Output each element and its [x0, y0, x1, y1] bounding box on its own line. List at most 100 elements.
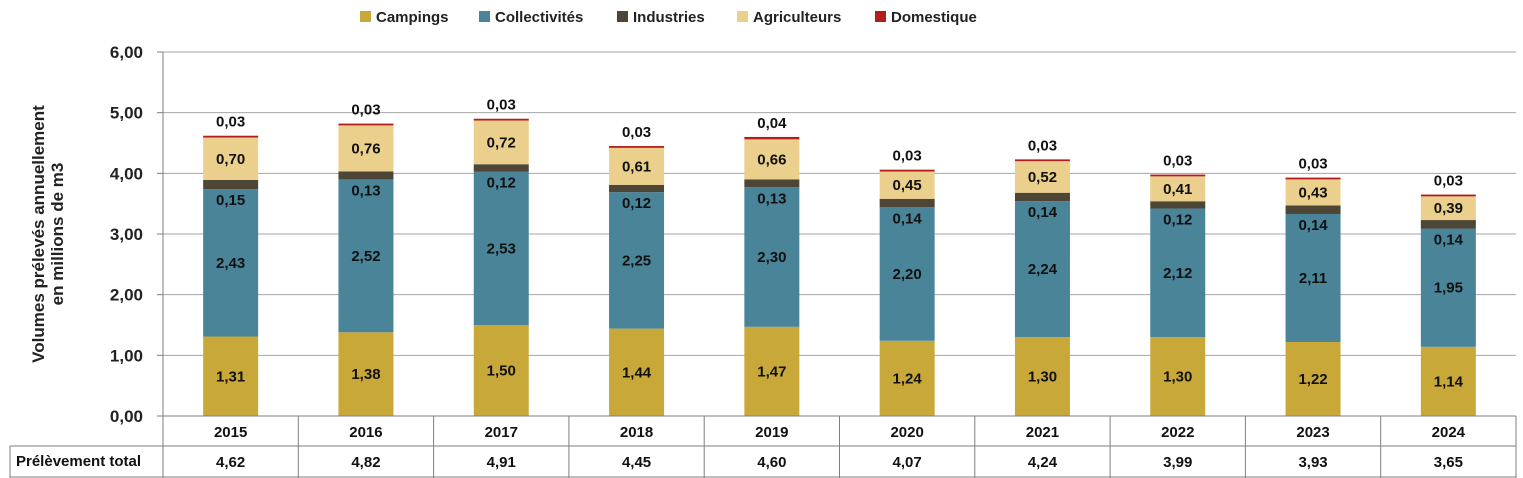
x-category-label-2016: 2016: [349, 424, 382, 441]
label-campings-2019: 1,47: [757, 363, 786, 380]
label-industries-2015: 0,15: [216, 192, 245, 209]
legend-label-4: Domestique: [891, 9, 977, 26]
label-collectivités-2024: 1,95: [1434, 280, 1463, 297]
bar-industries-2015: [203, 180, 259, 190]
legend-label-3: Agriculteurs: [753, 9, 841, 26]
bar-collectivités-2017: [473, 171, 529, 325]
bar-domestique-2021: [1014, 159, 1070, 162]
legend-swatch-2: [617, 11, 628, 22]
label-domestique-2017: 0,03: [487, 97, 516, 114]
bar-collectivités-2018: [609, 192, 665, 329]
legend-label-2: Industries: [633, 9, 705, 26]
label-agriculteurs-2016: 0,76: [351, 140, 380, 157]
bar-industries-2024: [1420, 220, 1476, 229]
label-agriculteurs-2021: 0,52: [1028, 169, 1057, 186]
label-industries-2020: 0,14: [893, 210, 923, 227]
x-category-label-2019: 2019: [755, 424, 788, 441]
y-tick-label-6: 6,00: [110, 43, 143, 62]
legend-label-1: Collectivités: [495, 9, 583, 26]
x-category-label-2022: 2022: [1161, 424, 1194, 441]
legend: Campings Collectivités Industries Agriculte…: [360, 9, 977, 26]
y-tick-label-5: 5,00: [110, 104, 143, 123]
data-labels: 1,31 2,43 0,15 0,70 0,03 1,38 2,52 0,13 0,76 0,03…: [216, 97, 1464, 391]
bar-collectivités-2016: [338, 179, 394, 333]
bar-agriculteurs-2024: [1420, 196, 1476, 221]
bar-campings-2016: [338, 332, 394, 416]
bar-agriculteurs-2021: [1014, 161, 1070, 193]
label-campings-2016: 1,38: [351, 366, 380, 383]
bars: [203, 118, 1476, 416]
label-domestique-2021: 0,03: [1028, 137, 1057, 154]
y-axis-title-line-1: en millions de m3: [48, 163, 67, 306]
total-value-2016: 4,82: [351, 454, 380, 471]
bar-domestique-2016: [338, 123, 394, 126]
x-category-label-2021: 2021: [1026, 424, 1059, 441]
label-campings-2023: 1,22: [1298, 371, 1327, 388]
label-domestique-2015: 0,03: [216, 114, 245, 131]
bar-agriculteurs-2018: [609, 147, 665, 185]
bar-campings-2017: [473, 325, 529, 416]
legend-label-0: Campings: [376, 9, 449, 26]
bar-agriculteurs-2017: [473, 120, 529, 165]
label-campings-2015: 1,31: [216, 368, 245, 385]
x-category-label-2024: 2024: [1432, 424, 1466, 441]
label-campings-2021: 1,30: [1028, 369, 1057, 386]
y-tick-label-2: 2,00: [110, 286, 143, 305]
label-industries-2016: 0,13: [351, 182, 380, 199]
bar-agriculteurs-2015: [203, 137, 259, 181]
bar-domestique-2020: [879, 169, 935, 172]
bar-industries-2022: [1150, 201, 1206, 209]
data-table: 2015 4,62 2016 4,82 2017 4,91 2018 4,45 2019 4,60…: [9, 415, 1517, 478]
label-industries-2022: 0,12: [1163, 212, 1192, 229]
legend-swatch-1: [479, 11, 490, 22]
bar-collectivités-2021: [1014, 201, 1070, 338]
bar-industries-2019: [744, 179, 800, 188]
x-category-label-2017: 2017: [485, 424, 518, 441]
label-agriculteurs-2018: 0,61: [622, 158, 651, 175]
label-domestique-2023: 0,03: [1298, 156, 1327, 173]
label-industries-2018: 0,12: [622, 195, 651, 212]
bar-industries-2017: [473, 164, 529, 172]
label-campings-2022: 1,30: [1163, 369, 1192, 386]
total-value-2022: 3,99: [1163, 454, 1192, 471]
label-campings-2024: 1,14: [1434, 373, 1464, 390]
bar-campings-2024: [1420, 346, 1476, 416]
legend-swatch-4: [875, 11, 886, 22]
label-industries-2021: 0,14: [1028, 204, 1058, 221]
y-tick-label-3: 3,00: [110, 225, 143, 244]
total-value-2020: 4,07: [893, 454, 922, 471]
bar-campings-2018: [609, 328, 665, 416]
bar-campings-2015: [203, 336, 259, 416]
label-collectivités-2016: 2,52: [351, 248, 380, 265]
label-agriculteurs-2020: 0,45: [893, 177, 922, 194]
x-category-label-2018: 2018: [620, 424, 653, 441]
y-tick-label-4: 4,00: [110, 164, 143, 183]
total-value-2021: 4,24: [1028, 454, 1058, 471]
bar-domestique-2024: [1420, 194, 1476, 197]
bar-campings-2019: [744, 326, 800, 416]
x-category-label-2020: 2020: [890, 424, 923, 441]
bar-campings-2020: [879, 340, 935, 416]
label-collectivités-2018: 2,25: [622, 252, 651, 269]
bar-domestique-2019: [744, 136, 800, 140]
bar-collectivités-2022: [1150, 208, 1206, 338]
bar-collectivités-2019: [744, 187, 800, 327]
bar-agriculteurs-2022: [1150, 176, 1206, 202]
total-value-2023: 3,93: [1298, 454, 1327, 471]
bar-agriculteurs-2016: [338, 125, 394, 172]
bar-domestique-2022: [1150, 174, 1206, 177]
total-value-2019: 4,60: [757, 454, 786, 471]
x-category-label-2015: 2015: [214, 424, 247, 441]
bar-agriculteurs-2023: [1285, 179, 1341, 206]
label-industries-2019: 0,13: [757, 190, 786, 207]
y-axis-title-line-0: Volumes prélevés annuellement: [29, 105, 48, 363]
label-campings-2017: 1,50: [487, 363, 516, 380]
total-value-2015: 4,62: [216, 454, 245, 471]
bar-agriculteurs-2019: [744, 139, 800, 180]
label-collectivités-2015: 2,43: [216, 255, 245, 272]
label-domestique-2016: 0,03: [351, 102, 380, 119]
y-axis-ticks: 0,00 1,00 2,00 3,00 4,00 5,00 6,00: [110, 43, 143, 426]
label-agriculteurs-2022: 0,41: [1163, 181, 1192, 198]
bar-campings-2023: [1285, 341, 1341, 416]
